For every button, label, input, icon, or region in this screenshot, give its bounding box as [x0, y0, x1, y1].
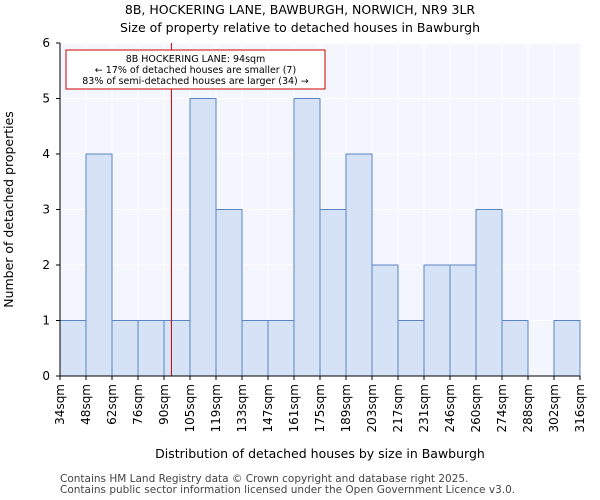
bar	[397, 320, 425, 377]
x-tick-label: 231sqm	[417, 384, 431, 432]
x-tick-label: 147sqm	[261, 384, 275, 432]
x-tick-label: 90sqm	[157, 384, 171, 425]
x-axis-label: Distribution of detached houses by size …	[155, 446, 485, 461]
footer-line-1: Contains HM Land Registry data © Crown c…	[60, 473, 469, 485]
x-tick-label: 76sqm	[131, 384, 145, 425]
y-axis-label: Number of detached properties	[1, 111, 16, 308]
x-tick-label: 105sqm	[183, 384, 197, 432]
annotation-line-1: 8B HOCKERING LANE: 94sqm	[126, 54, 266, 65]
annotation-line-3: 83% of semi-detached houses are larger (…	[82, 76, 309, 87]
bar	[319, 209, 347, 377]
bar	[345, 153, 373, 377]
x-tick-label: 133sqm	[235, 384, 249, 432]
bar	[137, 320, 165, 377]
chart-subtitle: Size of property relative to detached ho…	[119, 20, 480, 35]
bar	[111, 320, 139, 377]
bar	[449, 264, 477, 377]
x-tick-label: 189sqm	[339, 384, 353, 432]
annotation-line-2: ← 17% of detached houses are smaller (7)	[95, 65, 296, 76]
bar	[59, 320, 87, 377]
x-tick-label: 246sqm	[443, 384, 457, 432]
x-tick-label: 260sqm	[469, 384, 483, 432]
bar	[423, 264, 451, 377]
x-tick-label: 316sqm	[573, 384, 587, 432]
y-tick-label: 2	[42, 258, 50, 272]
x-tick-label: 203sqm	[365, 384, 379, 432]
bar	[371, 264, 399, 377]
x-tick-label: 288sqm	[521, 384, 535, 432]
x-tick-label: 119sqm	[209, 384, 223, 432]
x-tick-label: 274sqm	[495, 384, 509, 432]
bar	[553, 320, 581, 377]
bar	[501, 320, 529, 377]
y-tick-label: 0	[42, 369, 50, 383]
y-tick-label: 3	[42, 203, 50, 217]
bar	[215, 209, 243, 377]
bar	[85, 153, 113, 377]
y-ticks: 0 1 2 3 4 5 6	[42, 36, 60, 383]
bar	[475, 209, 503, 377]
bar	[267, 320, 295, 377]
chart-title: 8B, HOCKERING LANE, BAWBURGH, NORWICH, N…	[124, 2, 476, 17]
y-tick-label: 6	[42, 36, 50, 50]
bar	[293, 98, 321, 377]
annotation-border	[65, 49, 326, 90]
x-tick-label: 62sqm	[105, 384, 119, 425]
chart: 8B HOCKERING LANE: 94sqm ← 17% of detach…	[1, 36, 587, 461]
x-tick-label: 175sqm	[313, 384, 327, 432]
bar	[163, 320, 191, 377]
x-tick-label: 217sqm	[391, 384, 405, 432]
x-tick-label: 161sqm	[287, 384, 301, 432]
footer-line-2: Contains public sector information licen…	[60, 484, 516, 496]
x-ticks: 34sqm 48sqm 62sqm 76sqm 90sqm 105sqm 119sqm 133…	[53, 376, 587, 432]
bar	[189, 98, 217, 377]
y-tick-label: 5	[42, 92, 50, 106]
x-tick-label: 48sqm	[79, 384, 93, 425]
bar	[241, 320, 269, 377]
x-tick-label: 34sqm	[53, 384, 67, 425]
x-tick-label: 302sqm	[547, 384, 561, 432]
annotation-box: 8B HOCKERING LANE: 94sqm ← 17% of detach…	[65, 49, 326, 90]
y-tick-label: 1	[42, 314, 50, 328]
y-tick-label: 4	[42, 147, 50, 161]
